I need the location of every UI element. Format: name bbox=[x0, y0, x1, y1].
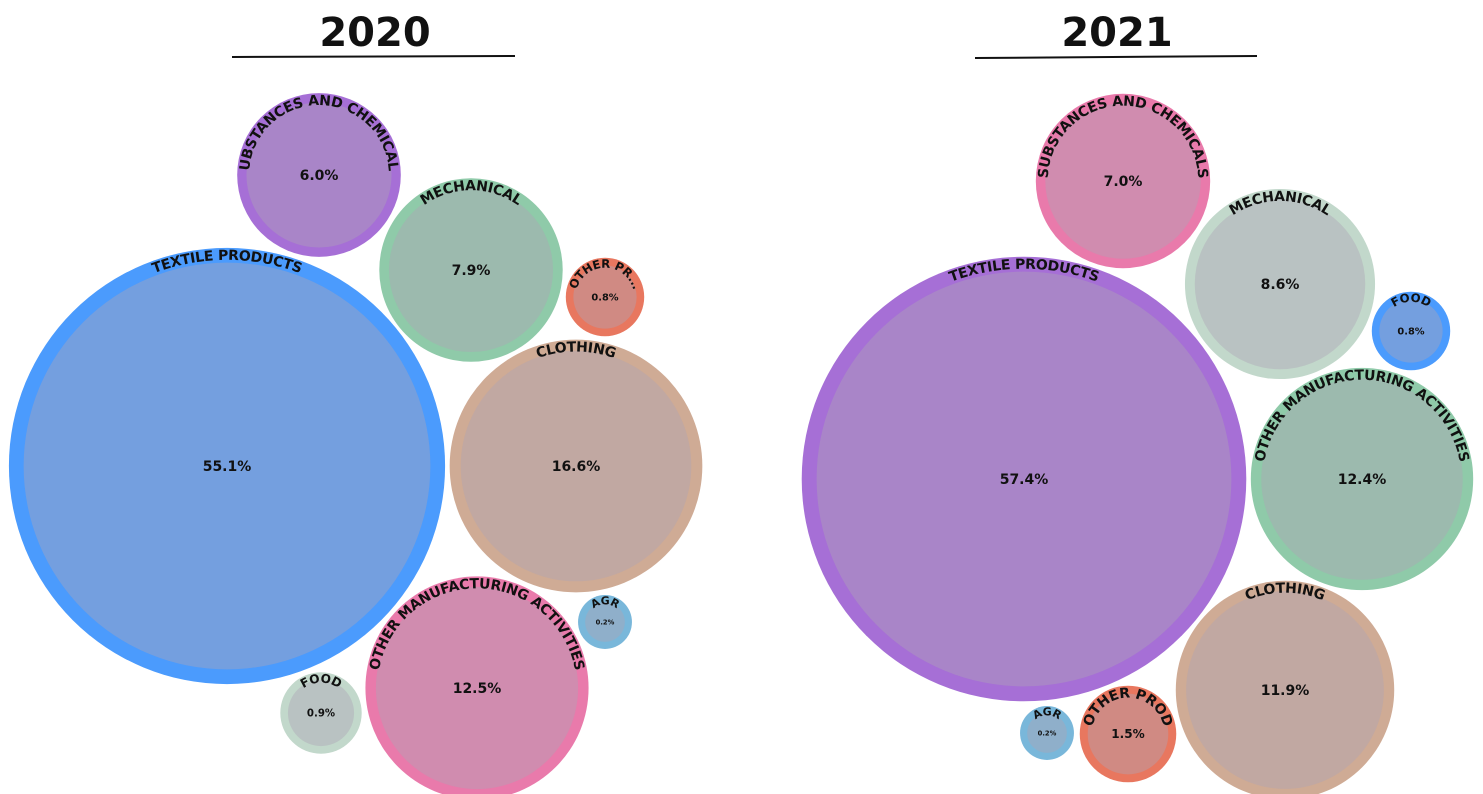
bubble-inner bbox=[573, 265, 637, 329]
bubble-inner bbox=[1027, 713, 1067, 753]
bubble: 57.4%TEXTILE PRODUCTS bbox=[801, 257, 1247, 702]
category-label: AGR bbox=[1031, 705, 1065, 722]
value-label: 0.8% bbox=[1397, 326, 1424, 337]
title-underline bbox=[231, 55, 516, 58]
value-label: 0.9% bbox=[307, 709, 335, 720]
value-label: 12.5% bbox=[453, 681, 502, 697]
bubble: 0.8%OTHER PR... bbox=[565, 257, 645, 337]
bubble: 0.2% AGR bbox=[578, 594, 632, 649]
value-label: 0.8% bbox=[591, 292, 618, 303]
chart-title: 2021 bbox=[1061, 10, 1172, 56]
bubble: 11.9% CLOTHING bbox=[1175, 581, 1395, 794]
bubble-inner bbox=[1087, 693, 1169, 775]
bubble-inner bbox=[1186, 591, 1384, 789]
category-label-path: CLOTHING bbox=[1243, 581, 1327, 604]
bubble-inner-tint bbox=[1261, 378, 1463, 580]
bubble-inner-tint bbox=[1087, 693, 1169, 775]
bubble: 0.8%FOOD bbox=[1371, 291, 1451, 371]
bubble: 12.5%OTHER MANUFACTURING ACTIVITIES bbox=[365, 576, 589, 794]
chart-title: 2020 bbox=[319, 10, 430, 56]
bubble-inner-tint bbox=[375, 586, 579, 790]
bubble-inner bbox=[585, 602, 625, 642]
value-label: 7.9% bbox=[452, 263, 491, 279]
bubble-inner bbox=[287, 679, 355, 747]
value-label: 6.0% bbox=[300, 168, 339, 184]
bubble-inner-tint bbox=[585, 602, 625, 642]
category-label: AGR bbox=[589, 594, 623, 611]
category-label: CLOTHING bbox=[1243, 581, 1327, 604]
value-label: 7.0% bbox=[1104, 174, 1143, 190]
category-label-path: AGR bbox=[1031, 705, 1065, 722]
bubble-inner-tint bbox=[816, 271, 1232, 687]
value-label: 0.2% bbox=[1038, 729, 1057, 737]
bubble-inner bbox=[1379, 299, 1443, 363]
bubble-inner-tint bbox=[246, 102, 392, 248]
bubble: 55.1%TEXTILE PRODUCTS bbox=[8, 248, 446, 685]
value-label: 16.6% bbox=[552, 459, 601, 475]
bubble-inner-tint bbox=[1027, 713, 1067, 753]
bubble: 7.9%MECHANICAL bbox=[379, 178, 563, 362]
bubble-inner bbox=[375, 586, 579, 790]
category-label-path: AGR bbox=[589, 594, 623, 611]
bubble-inner-tint bbox=[1186, 591, 1384, 789]
value-label: 12.4% bbox=[1338, 472, 1387, 488]
bubble-inner-tint bbox=[573, 265, 637, 329]
value-label: 57.4% bbox=[1000, 472, 1049, 488]
bubble-inner-tint bbox=[460, 350, 692, 582]
bubble-inner-tint bbox=[1045, 103, 1201, 259]
value-label: 1.5% bbox=[1111, 727, 1144, 741]
bubble-inner-tint bbox=[23, 262, 431, 670]
bubble: 16.6% CLOTHING bbox=[449, 339, 703, 593]
bubble-inner bbox=[460, 350, 692, 582]
bubble-inner bbox=[388, 187, 554, 353]
category-label-path: CLOTHING bbox=[534, 339, 618, 361]
bubble-inner bbox=[1261, 378, 1463, 580]
category-label: CLOTHING bbox=[534, 339, 618, 361]
bubble-inner bbox=[23, 262, 431, 670]
bubble-inner bbox=[246, 102, 392, 248]
bubble-inner-tint bbox=[1379, 299, 1443, 363]
bubble-inner bbox=[816, 271, 1232, 687]
bubble: 8.6%MECHANICAL bbox=[1184, 189, 1376, 380]
bubble: 7.0%SUBSTANCES AND CHEMICALS bbox=[1036, 94, 1211, 269]
bubble-inner bbox=[1194, 198, 1366, 370]
value-label: 8.6% bbox=[1261, 277, 1300, 293]
bubble: 0.2% AGR bbox=[1020, 705, 1074, 760]
value-label: 55.1% bbox=[203, 459, 252, 475]
bubble-inner-tint bbox=[287, 679, 355, 747]
bubble-inner-tint bbox=[388, 187, 554, 353]
bubble-inner-tint bbox=[1194, 198, 1366, 370]
value-label: 0.2% bbox=[596, 618, 615, 626]
title-underline bbox=[974, 55, 1258, 59]
bubble: 0.9%FOOD bbox=[280, 671, 362, 754]
bubble: 12.4%OTHER MANUFACTURING ACTIVITIES bbox=[1250, 368, 1474, 591]
bubble-inner bbox=[1045, 103, 1201, 259]
value-label: 11.9% bbox=[1261, 683, 1310, 699]
bubble: 1.5%OTHER PROD bbox=[1079, 685, 1177, 783]
